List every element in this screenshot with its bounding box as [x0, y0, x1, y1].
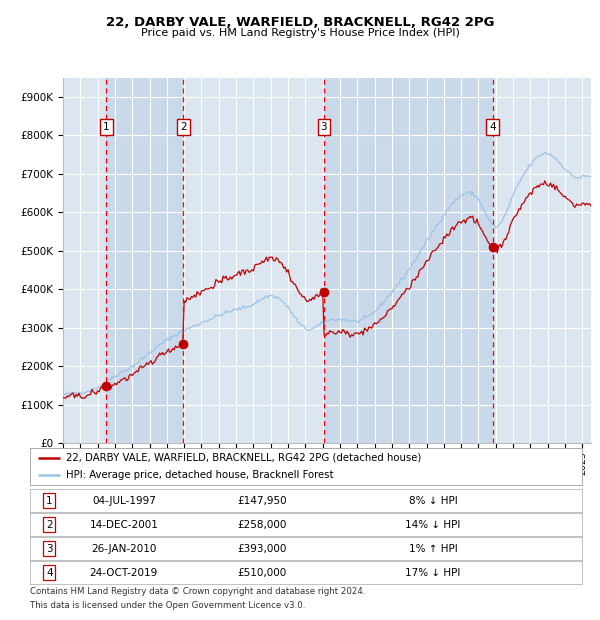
- Text: 22, DARBY VALE, WARFIELD, BRACKNELL, RG42 2PG: 22, DARBY VALE, WARFIELD, BRACKNELL, RG4…: [106, 16, 494, 29]
- Text: 4: 4: [46, 568, 53, 578]
- Text: £147,950: £147,950: [237, 495, 287, 505]
- Text: 26-JAN-2010: 26-JAN-2010: [91, 544, 157, 554]
- Text: 1% ↑ HPI: 1% ↑ HPI: [409, 544, 457, 554]
- Text: 14% ↓ HPI: 14% ↓ HPI: [405, 520, 461, 529]
- Bar: [493, 78, 591, 443]
- Text: This data is licensed under the Open Government Licence v3.0.: This data is licensed under the Open Gov…: [30, 601, 305, 610]
- Text: 24-OCT-2019: 24-OCT-2019: [90, 568, 158, 578]
- Text: 1: 1: [46, 495, 53, 505]
- Text: Contains HM Land Registry data © Crown copyright and database right 2024.: Contains HM Land Registry data © Crown c…: [30, 587, 365, 596]
- Text: £258,000: £258,000: [237, 520, 287, 529]
- Text: 14-DEC-2001: 14-DEC-2001: [89, 520, 158, 529]
- Bar: [184, 78, 324, 443]
- Text: 2: 2: [46, 520, 53, 529]
- Text: 17% ↓ HPI: 17% ↓ HPI: [405, 568, 461, 578]
- Text: 1: 1: [103, 122, 110, 132]
- Text: Price paid vs. HM Land Registry's House Price Index (HPI): Price paid vs. HM Land Registry's House …: [140, 28, 460, 38]
- Text: 3: 3: [46, 544, 53, 554]
- Text: £393,000: £393,000: [237, 544, 287, 554]
- Text: 22, DARBY VALE, WARFIELD, BRACKNELL, RG42 2PG (detached house): 22, DARBY VALE, WARFIELD, BRACKNELL, RG4…: [66, 453, 421, 463]
- Bar: [63, 78, 106, 443]
- Bar: [106, 78, 184, 443]
- Bar: [324, 78, 493, 443]
- Text: 4: 4: [490, 122, 496, 132]
- Text: £510,000: £510,000: [237, 568, 286, 578]
- Text: 04-JUL-1997: 04-JUL-1997: [92, 495, 156, 505]
- Text: 8% ↓ HPI: 8% ↓ HPI: [409, 495, 457, 505]
- Text: 3: 3: [320, 122, 327, 132]
- Text: HPI: Average price, detached house, Bracknell Forest: HPI: Average price, detached house, Brac…: [66, 470, 334, 480]
- Text: 2: 2: [180, 122, 187, 132]
